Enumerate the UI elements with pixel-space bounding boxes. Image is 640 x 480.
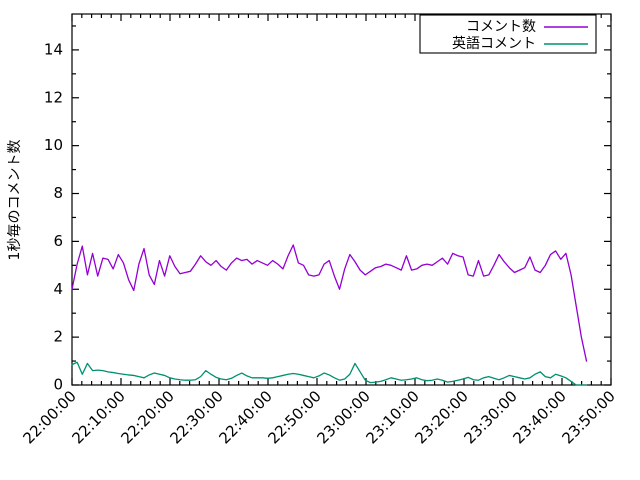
y-tick-label: 8 <box>53 184 63 202</box>
series-line-2 <box>71 361 588 386</box>
y-axis-ticks <box>72 25 611 386</box>
legend-background <box>419 14 597 54</box>
y-axis-title: 1秒毎のコメント数 <box>7 140 23 261</box>
plot-border <box>71 13 612 386</box>
y-tick-label: 2 <box>53 328 63 346</box>
y-tick-label: 10 <box>44 136 63 154</box>
series-line-1 <box>71 244 588 362</box>
y-tick-label: 0 <box>53 376 63 394</box>
y-tick-label: 12 <box>44 88 63 106</box>
y-axis-tick-labels: 0 2 4 6 8 10 12 14 <box>44 40 63 393</box>
y-tick-label: 6 <box>53 232 63 250</box>
legend-label-1: コメント数 <box>466 19 536 35</box>
plot-frame <box>71 13 612 386</box>
legend-label-2: 英語コメント <box>452 35 536 52</box>
data-series-group <box>71 244 588 386</box>
y-tick-label: 4 <box>53 280 63 298</box>
y-tick-label: 14 <box>44 40 63 58</box>
